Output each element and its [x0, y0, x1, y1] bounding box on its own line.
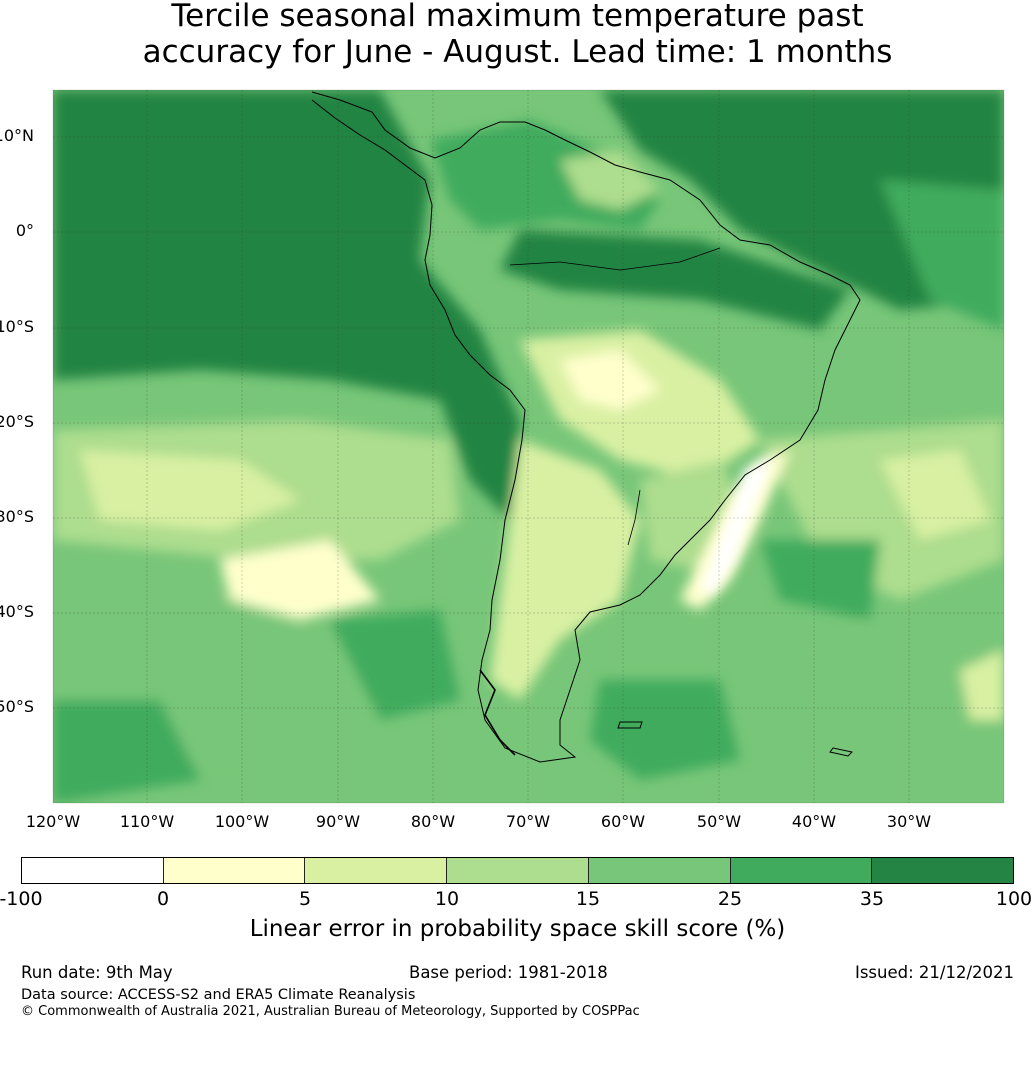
lon-label-80w: 80°W	[410, 812, 456, 831]
colorbar-segment	[163, 858, 306, 883]
colorbar-tick: 10	[434, 888, 460, 910]
lat-label-50s: 50°S	[0, 697, 34, 716]
lat-label-30s: 30°S	[0, 507, 34, 526]
colorbar-segment	[872, 858, 1014, 883]
colorbar-tick: 0	[156, 888, 170, 910]
skill-score-map	[52, 89, 1005, 804]
colorbar-tick: 25	[717, 888, 743, 910]
lon-label-100w: 100°W	[214, 812, 270, 831]
colorbar-label: Linear error in probability space skill …	[249, 916, 786, 942]
lat-label-10s: 10°S	[0, 317, 34, 336]
data-source: Data source: ACCESS-S2 and ERA5 Climate …	[21, 987, 416, 1003]
map-title-line-2: accuracy for June - August. Lead time: 1…	[142, 34, 893, 70]
lon-label-70w: 70°W	[505, 812, 551, 831]
copyright-notice: © Commonwealth of Australia 2021, Austra…	[21, 1004, 640, 1019]
issued-date: Issued: 21/12/2021	[854, 963, 1014, 982]
colorbar-tick: -100	[0, 888, 43, 910]
skill-regions	[53, 90, 1004, 803]
lon-label-110w: 110°W	[119, 812, 175, 831]
colorbar-tick: 15	[575, 888, 601, 910]
map-title-line-1: Tercile seasonal maximum temperature pas…	[171, 0, 864, 34]
lon-label-30w: 30°W	[886, 812, 932, 831]
south-america-coastline	[311, 91, 861, 763]
amazon-river	[509, 247, 721, 271]
lon-label-90w: 90°W	[315, 812, 361, 831]
colorbar-segment	[447, 858, 589, 883]
falkland-islands	[617, 721, 643, 729]
colorbar-segment	[730, 858, 873, 883]
south-georgia	[829, 747, 854, 757]
colorbar-segment	[305, 858, 448, 883]
base-period: Base period: 1981-2018	[409, 963, 608, 982]
chile-fjords	[479, 669, 516, 756]
colorbar-tick: 35	[859, 888, 885, 910]
colorbar-segment	[588, 858, 731, 883]
run-date: Run date: 9th May	[21, 963, 173, 982]
map-frame	[52, 89, 1005, 804]
lon-label-120w: 120°W	[25, 812, 81, 831]
river-parana	[627, 489, 641, 546]
colorbar-tick: 5	[298, 888, 312, 910]
low-skill-band	[700, 455, 775, 595]
colorbar-tick: 100	[995, 888, 1033, 910]
lat-label-40s: 40°S	[0, 602, 34, 621]
colorbar-segment	[22, 858, 164, 883]
map-field	[53, 90, 1004, 803]
lon-label-60w: 60°W	[600, 812, 646, 831]
lat-label-10n: 10°N	[0, 126, 34, 145]
lon-label-50w: 50°W	[696, 812, 742, 831]
lat-label-0: 0°	[15, 221, 34, 240]
lat-label-20s: 20°S	[0, 412, 34, 431]
colorbar	[21, 857, 1014, 884]
lon-label-40w: 40°W	[791, 812, 837, 831]
